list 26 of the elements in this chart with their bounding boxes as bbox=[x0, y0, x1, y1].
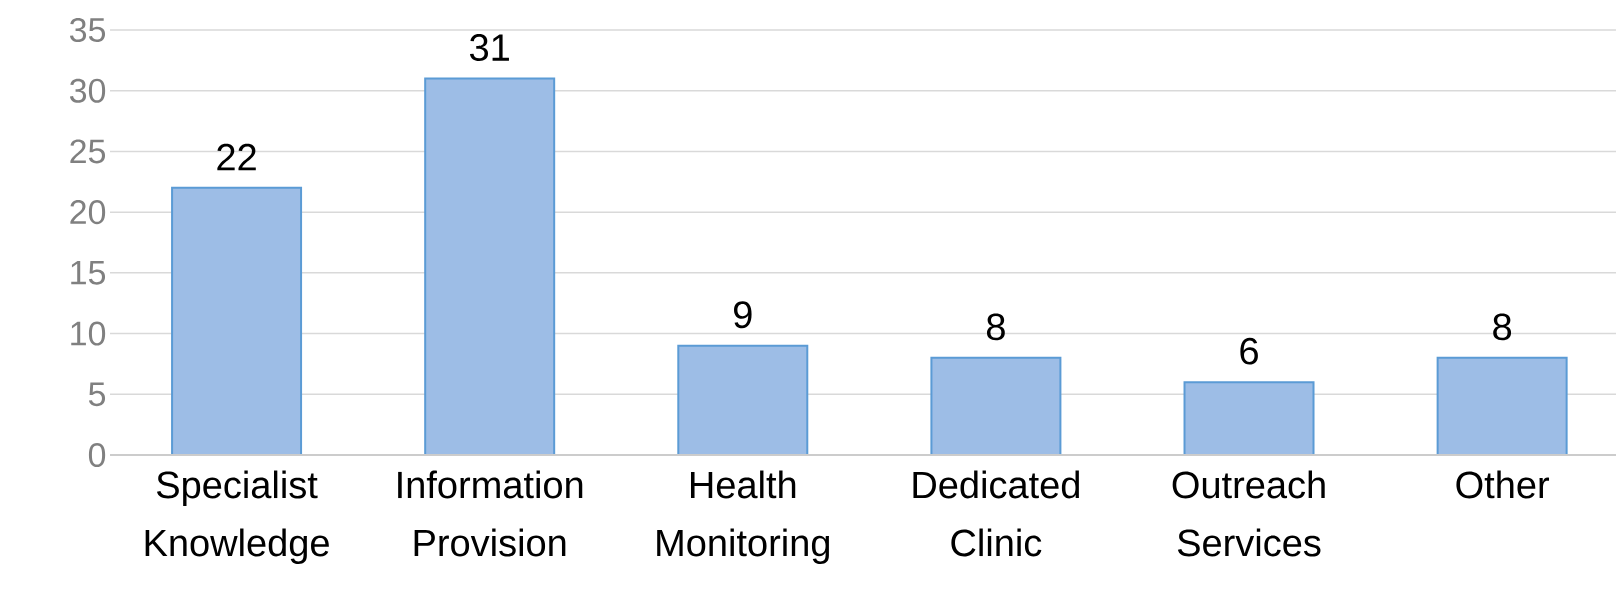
x-tick-label: Specialist Knowledge bbox=[145, 470, 329, 564]
x-tick-label: Health Monitoring bbox=[657, 470, 830, 564]
y-tick-label: 35 bbox=[69, 17, 106, 43]
bar bbox=[1183, 381, 1315, 456]
bar bbox=[930, 356, 1062, 456]
data-label: 8 bbox=[1493, 313, 1512, 341]
x-tick-label: Outreach Services bbox=[1172, 470, 1325, 557]
data-label: 9 bbox=[734, 301, 752, 329]
y-tick-label: 25 bbox=[70, 139, 106, 164]
y-tick-label: 5 bbox=[88, 382, 106, 407]
y-tick-label: 15 bbox=[71, 260, 106, 285]
data-label: 6 bbox=[1240, 337, 1258, 365]
y-tick-label: 10 bbox=[71, 321, 106, 346]
y-tick-label: 30 bbox=[69, 78, 106, 103]
bar bbox=[677, 344, 809, 456]
y-tick-label: 20 bbox=[70, 200, 106, 225]
x-tick-label: Other bbox=[1456, 470, 1550, 499]
data-label: 8 bbox=[986, 313, 1005, 341]
bar bbox=[1436, 356, 1568, 456]
y-tick-label: 0 bbox=[88, 442, 106, 468]
data-label: 31 bbox=[469, 34, 509, 62]
data-label: 22 bbox=[217, 143, 256, 171]
x-tick-label: Dedicated Clinic bbox=[913, 470, 1079, 557]
bar bbox=[424, 77, 556, 456]
bar bbox=[171, 186, 303, 456]
x-tick-label: Information Provision bbox=[398, 470, 583, 557]
